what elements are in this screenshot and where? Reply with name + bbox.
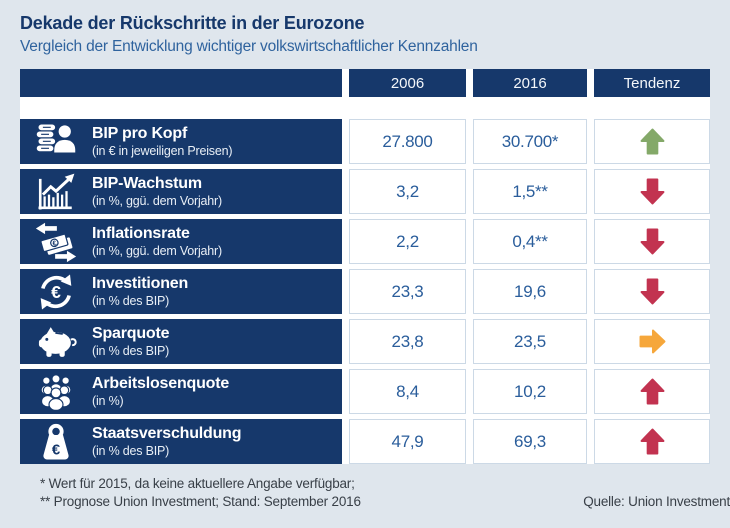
value-2016-cell: 23,5	[473, 319, 587, 364]
indicator-unit: (in € in jeweiligen Preisen)	[92, 144, 233, 159]
value-2016-cell: 69,3	[473, 419, 587, 464]
indicator-name: Sparquote	[92, 324, 170, 342]
money-arrows-icon: €	[20, 221, 92, 263]
trend-cell	[594, 319, 710, 364]
value-2006-cell: 47,9	[349, 419, 466, 464]
svg-text:€: €	[51, 282, 61, 302]
indicator-unit: (in %, ggü. dem Vorjahr)	[92, 244, 222, 259]
trend-arrow-up-icon	[640, 428, 665, 455]
column-header-2016: 2016	[473, 69, 587, 97]
people-group-icon	[20, 371, 92, 413]
indicator-label-cell: BIP pro Kopf (in € in jeweiligen Preisen…	[20, 119, 342, 164]
indicator-name: BIP pro Kopf	[92, 124, 188, 142]
source-credit: Quelle: Union Investment	[583, 494, 730, 510]
column-header-2006: 2006	[349, 69, 466, 97]
coins-person-icon	[20, 121, 92, 163]
indicator-label-cell: € Staatsverschuldung (in % des BIP)	[20, 419, 342, 464]
indicator-label-cell: Sparquote (in % des BIP)	[20, 319, 342, 364]
indicator-label-cell: € Investitionen (in % des BIP)	[20, 269, 342, 314]
value-2016-cell: 1,5**	[473, 169, 587, 214]
page-subtitle: Vergleich der Entwicklung wichtiger volk…	[20, 38, 478, 55]
indicator-unit: (in % des BIP)	[92, 344, 170, 359]
column-header-empty	[20, 69, 342, 97]
value-2006-cell: 27.800	[349, 119, 466, 164]
indicator-unit: (in %)	[92, 394, 124, 409]
indicator-name: Investitionen	[92, 274, 189, 292]
trend-arrow-down-icon	[640, 278, 665, 305]
footer: * Wert für 2015, da keine aktuellere Ang…	[40, 475, 730, 511]
trend-arrow-down-icon	[640, 228, 665, 255]
column-header-tendenz: Tendenz	[594, 69, 710, 97]
value-2006-cell: 23,8	[349, 319, 466, 364]
trend-cell	[594, 419, 710, 464]
indicator-table: 2006 2016 Tendenz BIP pro Kopf (in € in …	[20, 69, 710, 464]
value-2006-cell: 23,3	[349, 269, 466, 314]
trend-cell	[594, 219, 710, 264]
indicator-unit: (in % des BIP)	[92, 294, 170, 309]
page-title: Dekade der Rückschritte in der Eurozone	[20, 13, 365, 33]
trend-cell	[594, 169, 710, 214]
svg-text:€: €	[52, 442, 60, 458]
euro-cycle-icon: €	[20, 271, 92, 313]
value-2016-cell: 0,4**	[473, 219, 587, 264]
trend-arrow-up-icon	[640, 128, 665, 155]
footnotes: * Wert für 2015, da keine aktuellere Ang…	[40, 475, 361, 511]
trend-cell	[594, 119, 710, 164]
growth-chart-icon	[20, 171, 92, 213]
indicator-name: BIP-Wachstum	[92, 174, 202, 192]
footnote-2: ** Prognose Union Investment; Stand: Sep…	[40, 494, 361, 510]
indicator-label-cell: Arbeitslosenquote (in %)	[20, 369, 342, 414]
piggy-bank-icon	[20, 321, 92, 363]
footnote-1: * Wert für 2015, da keine aktuellere Ang…	[40, 476, 355, 491]
indicator-name: Inflationsrate	[92, 224, 190, 242]
indicator-label-cell: BIP-Wachstum (in %, ggü. dem Vorjahr)	[20, 169, 342, 214]
indicator-unit: (in % des BIP)	[92, 444, 170, 459]
value-2016-cell: 19,6	[473, 269, 587, 314]
indicator-name: Staatsverschuldung	[92, 424, 242, 442]
indicator-name: Arbeitslosenquote	[92, 374, 230, 392]
indicator-label-cell: € Inflationsrate (in %, ggü. dem Vorjahr…	[20, 219, 342, 264]
value-2016-cell: 10,2	[473, 369, 587, 414]
money-bag-lock-icon: €	[20, 421, 92, 463]
trend-cell	[594, 269, 710, 314]
trend-arrow-down-icon	[640, 178, 665, 205]
value-2006-cell: 3,2	[349, 169, 466, 214]
svg-text:€: €	[52, 240, 58, 248]
trend-cell	[594, 369, 710, 414]
value-2006-cell: 8,4	[349, 369, 466, 414]
value-2016-cell: 30.700*	[473, 119, 587, 164]
indicator-unit: (in %, ggü. dem Vorjahr)	[92, 194, 222, 209]
trend-arrow-up-icon	[640, 378, 665, 405]
value-2006-cell: 2,2	[349, 219, 466, 264]
trend-arrow-right-icon	[639, 329, 666, 354]
